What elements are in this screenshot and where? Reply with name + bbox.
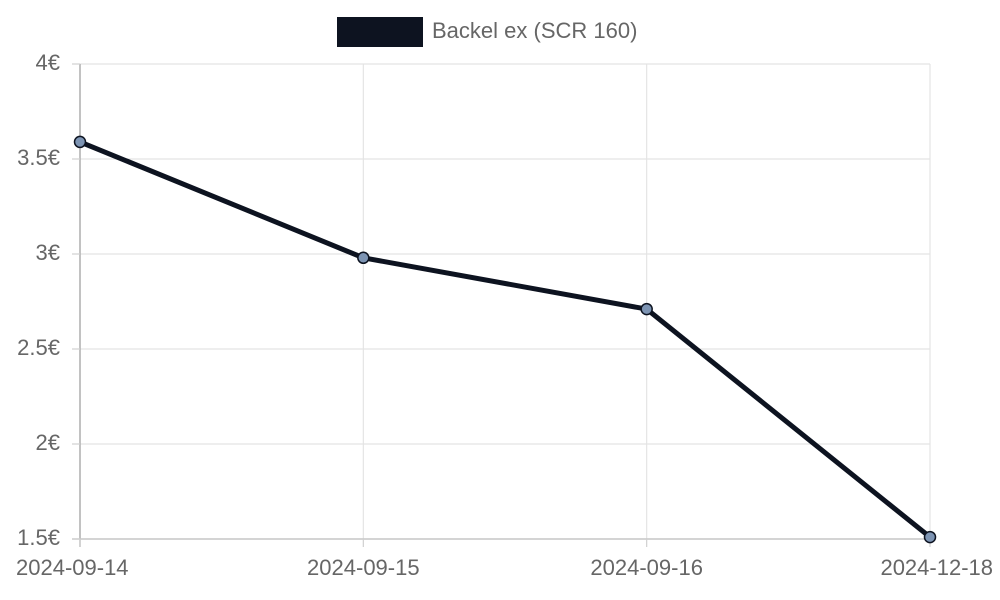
y-tick-label: 3.5€ <box>17 145 60 170</box>
y-tick-label: 3€ <box>36 240 60 265</box>
y-tick-label: 2€ <box>36 430 60 455</box>
data-point[interactable] <box>640 302 653 316</box>
data-point[interactable] <box>73 135 87 149</box>
x-tick-label: 2024-09-14 <box>16 555 129 580</box>
x-axis-ticks: 2024-09-14 2024-09-15 2024-09-16 2024-12-18 <box>16 539 993 580</box>
legend-swatch[interactable] <box>337 17 423 47</box>
chart-series <box>73 135 937 544</box>
y-tick-label: 4€ <box>36 50 60 75</box>
chart-grid <box>79 63 931 540</box>
series-line <box>77 139 933 540</box>
legend-label[interactable]: Backel ex (SCR 160) <box>432 18 637 43</box>
data-point[interactable] <box>357 251 370 265</box>
y-tick-label: 2.5€ <box>17 335 60 360</box>
x-tick-label: 2024-09-15 <box>307 555 420 580</box>
y-axis-ticks: 1.5€ 2€ 2.5€ 3€ 3.5€ 4€ <box>17 50 80 550</box>
y-tick-label: 1.5€ <box>17 525 60 550</box>
x-tick-label: 2024-12-18 <box>880 555 993 580</box>
chart-legend[interactable]: Backel ex (SCR 160) <box>337 17 637 47</box>
chart-axes <box>72 64 930 547</box>
data-point[interactable] <box>923 530 937 544</box>
x-tick-label: 2024-09-16 <box>590 555 703 580</box>
